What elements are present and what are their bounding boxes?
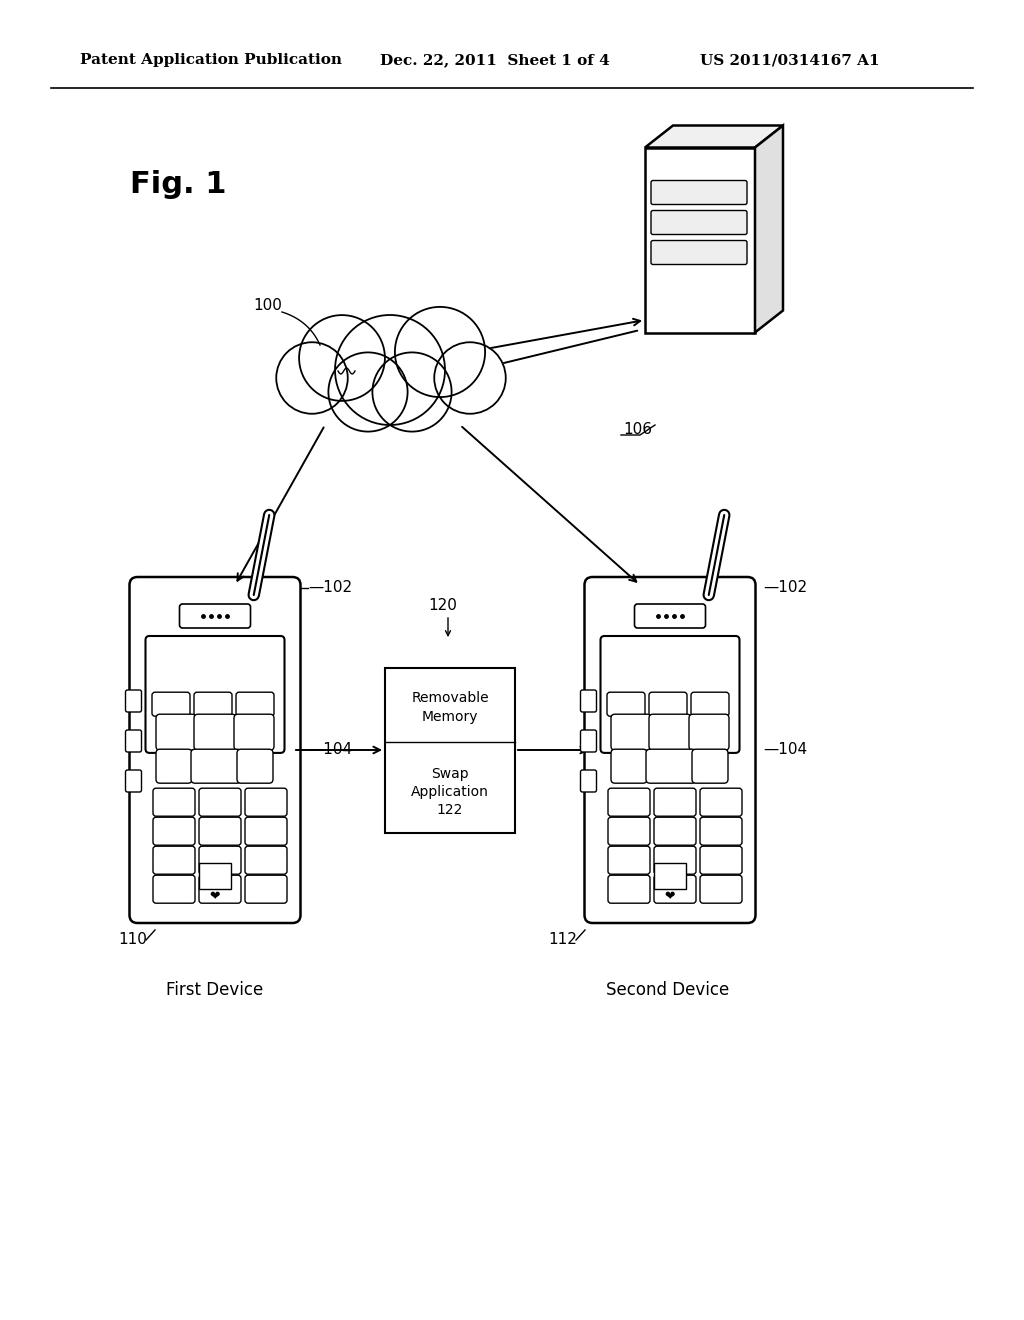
FancyBboxPatch shape bbox=[654, 846, 696, 874]
FancyBboxPatch shape bbox=[581, 770, 597, 792]
FancyBboxPatch shape bbox=[700, 875, 742, 903]
FancyBboxPatch shape bbox=[608, 788, 650, 816]
FancyBboxPatch shape bbox=[245, 875, 287, 903]
Text: First Device: First Device bbox=[166, 981, 263, 999]
Text: 120: 120 bbox=[428, 598, 457, 612]
Text: —102: —102 bbox=[763, 581, 807, 595]
FancyBboxPatch shape bbox=[608, 817, 650, 845]
FancyBboxPatch shape bbox=[385, 668, 515, 833]
FancyBboxPatch shape bbox=[645, 148, 755, 333]
FancyBboxPatch shape bbox=[654, 788, 696, 816]
FancyBboxPatch shape bbox=[654, 817, 696, 845]
Text: Dec. 22, 2011  Sheet 1 of 4: Dec. 22, 2011 Sheet 1 of 4 bbox=[380, 53, 609, 67]
Text: 112: 112 bbox=[548, 932, 577, 948]
Text: Fig. 1: Fig. 1 bbox=[130, 170, 226, 199]
FancyBboxPatch shape bbox=[194, 714, 236, 750]
FancyBboxPatch shape bbox=[245, 846, 287, 874]
FancyBboxPatch shape bbox=[152, 692, 190, 717]
FancyBboxPatch shape bbox=[646, 750, 696, 783]
FancyBboxPatch shape bbox=[153, 817, 195, 845]
FancyBboxPatch shape bbox=[700, 788, 742, 816]
FancyBboxPatch shape bbox=[692, 750, 728, 783]
FancyBboxPatch shape bbox=[654, 863, 686, 888]
Text: —102: —102 bbox=[308, 581, 352, 595]
FancyBboxPatch shape bbox=[199, 846, 241, 874]
FancyBboxPatch shape bbox=[237, 750, 273, 783]
Circle shape bbox=[395, 306, 485, 397]
Text: 100: 100 bbox=[253, 297, 282, 313]
FancyBboxPatch shape bbox=[234, 714, 274, 750]
FancyBboxPatch shape bbox=[191, 750, 241, 783]
Polygon shape bbox=[645, 125, 783, 148]
FancyBboxPatch shape bbox=[608, 875, 650, 903]
Circle shape bbox=[276, 342, 348, 413]
FancyBboxPatch shape bbox=[607, 692, 645, 717]
FancyBboxPatch shape bbox=[654, 875, 696, 903]
FancyBboxPatch shape bbox=[581, 730, 597, 752]
FancyBboxPatch shape bbox=[245, 817, 287, 845]
Text: Removable
Memory: Removable Memory bbox=[412, 692, 488, 723]
FancyBboxPatch shape bbox=[635, 605, 706, 628]
Circle shape bbox=[299, 315, 385, 401]
FancyBboxPatch shape bbox=[700, 817, 742, 845]
Circle shape bbox=[329, 352, 408, 432]
Polygon shape bbox=[755, 125, 783, 333]
FancyBboxPatch shape bbox=[651, 240, 746, 264]
FancyBboxPatch shape bbox=[689, 714, 729, 750]
FancyBboxPatch shape bbox=[129, 577, 300, 923]
Text: Patent Application Publication: Patent Application Publication bbox=[80, 53, 342, 67]
FancyBboxPatch shape bbox=[585, 577, 756, 923]
Text: Second Device: Second Device bbox=[606, 981, 730, 999]
FancyBboxPatch shape bbox=[649, 692, 687, 717]
FancyBboxPatch shape bbox=[608, 846, 650, 874]
FancyBboxPatch shape bbox=[245, 788, 287, 816]
Text: —104: —104 bbox=[763, 742, 807, 758]
Text: ❤: ❤ bbox=[665, 891, 675, 903]
FancyBboxPatch shape bbox=[649, 714, 691, 750]
Text: US 2011/0314167 A1: US 2011/0314167 A1 bbox=[700, 53, 880, 67]
Text: 110: 110 bbox=[118, 932, 146, 948]
FancyBboxPatch shape bbox=[199, 817, 241, 845]
FancyBboxPatch shape bbox=[600, 636, 739, 752]
FancyBboxPatch shape bbox=[153, 846, 195, 874]
FancyBboxPatch shape bbox=[194, 692, 232, 717]
FancyBboxPatch shape bbox=[236, 692, 274, 717]
Text: 108: 108 bbox=[300, 360, 329, 375]
Text: Swap
Application
122: Swap Application 122 bbox=[411, 767, 488, 817]
Circle shape bbox=[434, 342, 506, 413]
FancyBboxPatch shape bbox=[199, 863, 231, 888]
FancyBboxPatch shape bbox=[126, 690, 141, 711]
FancyBboxPatch shape bbox=[153, 788, 195, 816]
FancyBboxPatch shape bbox=[145, 636, 285, 752]
Text: 106: 106 bbox=[623, 422, 652, 437]
FancyBboxPatch shape bbox=[581, 690, 597, 711]
FancyBboxPatch shape bbox=[651, 210, 746, 235]
Text: ❤: ❤ bbox=[210, 891, 220, 903]
FancyBboxPatch shape bbox=[651, 181, 746, 205]
FancyBboxPatch shape bbox=[691, 692, 729, 717]
FancyBboxPatch shape bbox=[156, 750, 193, 783]
FancyBboxPatch shape bbox=[153, 875, 195, 903]
Circle shape bbox=[335, 315, 445, 425]
FancyBboxPatch shape bbox=[179, 605, 251, 628]
FancyBboxPatch shape bbox=[611, 714, 651, 750]
Text: —104: —104 bbox=[308, 742, 352, 758]
FancyBboxPatch shape bbox=[199, 875, 241, 903]
FancyBboxPatch shape bbox=[199, 788, 241, 816]
FancyBboxPatch shape bbox=[700, 846, 742, 874]
FancyBboxPatch shape bbox=[156, 714, 196, 750]
FancyBboxPatch shape bbox=[126, 770, 141, 792]
FancyBboxPatch shape bbox=[611, 750, 647, 783]
Circle shape bbox=[373, 352, 452, 432]
FancyBboxPatch shape bbox=[126, 730, 141, 752]
